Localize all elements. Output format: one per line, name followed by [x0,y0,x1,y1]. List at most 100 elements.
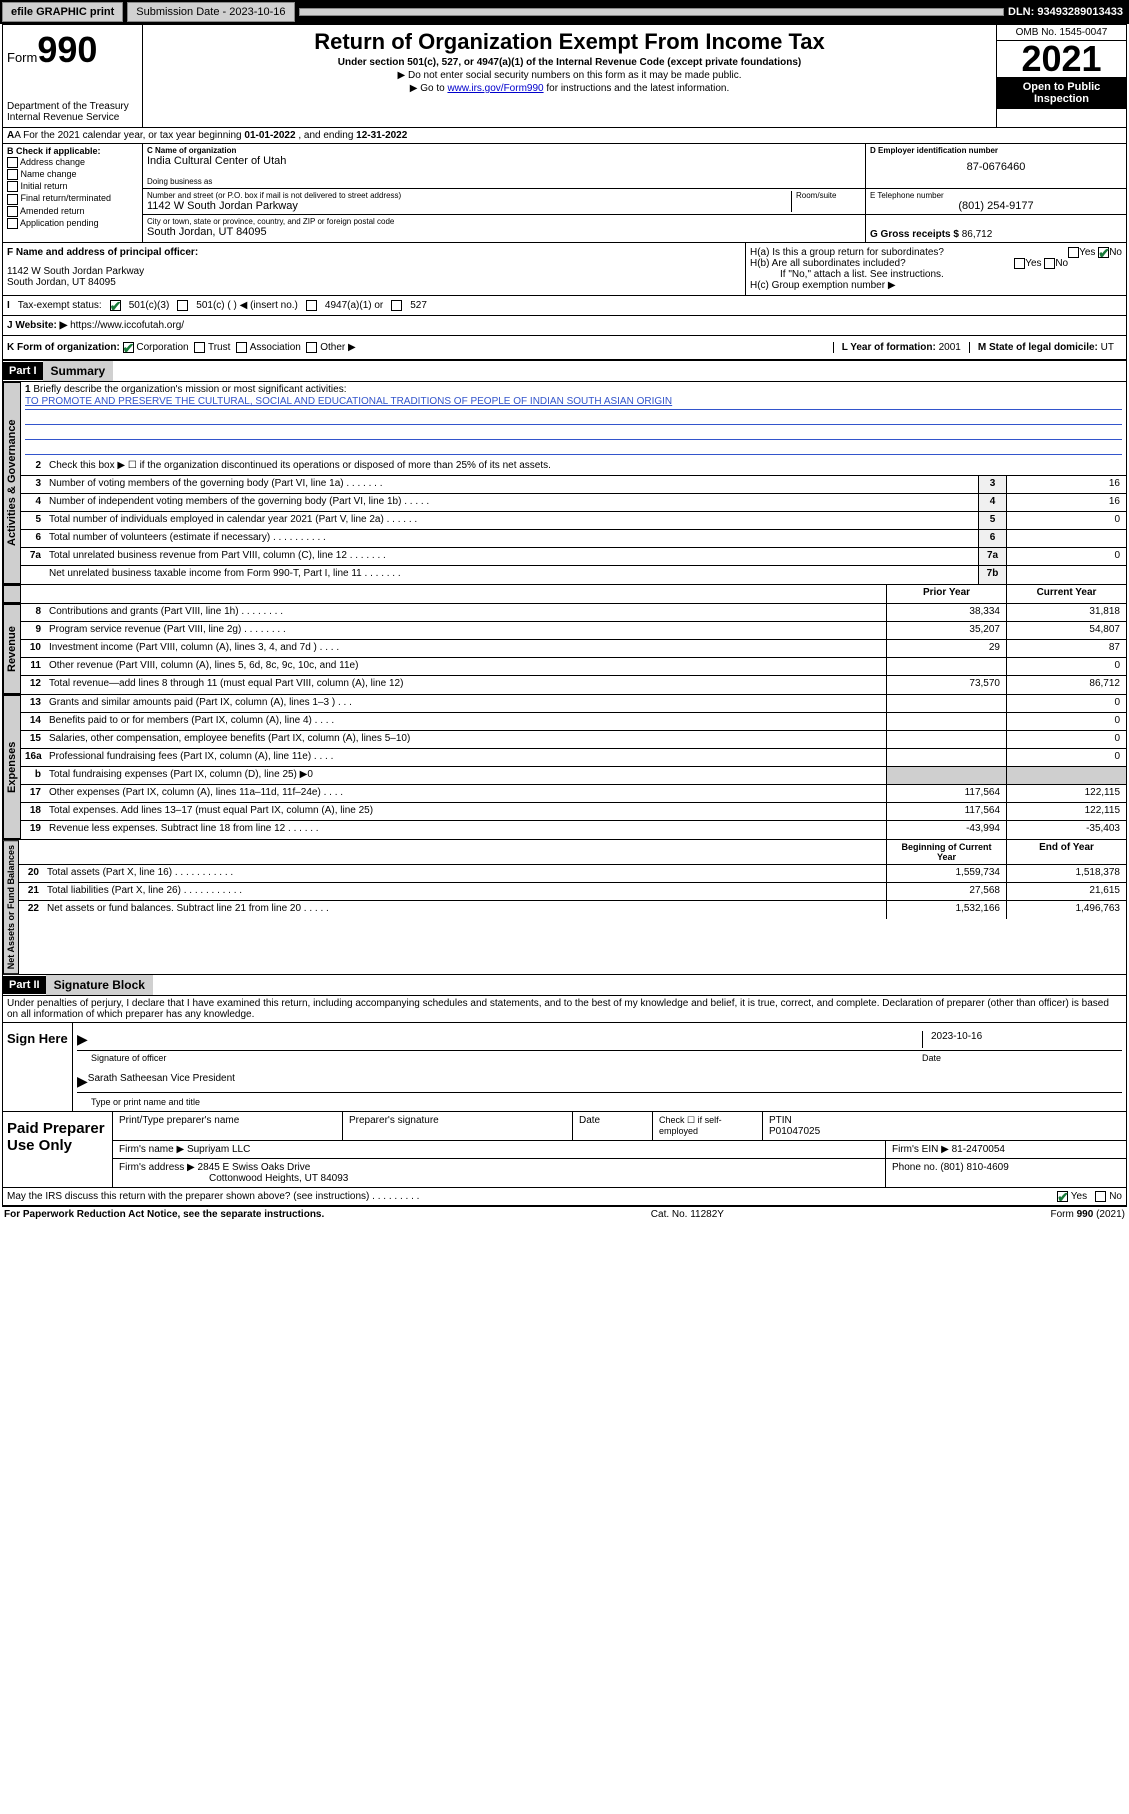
part2-header: Part II [3,976,46,994]
principal-officer-label: F Name and address of principal officer: [7,247,741,258]
check-4947[interactable] [306,300,317,311]
check-other[interactable] [306,342,317,353]
check-corporation[interactable] [123,342,134,353]
line-7b: Net unrelated business taxable income fr… [45,566,978,584]
line-8: Contributions and grants (Part VIII, lin… [45,604,886,621]
perjury-declaration: Under penalties of perjury, I declare th… [3,996,1126,1023]
curr-22: 1,496,763 [1006,901,1126,919]
line-19: Revenue less expenses. Subtract line 18 … [45,821,886,839]
org-name: India Cultural Center of Utah [147,155,861,167]
dln: DLN: 93493289013433 [1008,6,1127,18]
officer-addr2: South Jordan, UT 84095 [7,277,741,288]
part1-title: Summary [43,361,114,381]
hb-subordinates: H(b) Are all subordinates included? Yes … [750,258,1122,269]
tab-expenses: Expenses [3,695,21,839]
check-trust[interactable] [194,342,205,353]
check-final-return[interactable]: Final return/terminated [7,193,138,204]
hc-exemption: H(c) Group exemption number ▶ [750,280,1122,291]
discuss-no[interactable] [1095,1191,1106,1202]
prior-8: 38,334 [886,604,1006,621]
check-501c3[interactable] [110,300,121,311]
discuss-yes[interactable] [1057,1191,1068,1202]
sign-date: 2023-10-16 [922,1031,1122,1048]
officer-name: Sarath Satheesan Vice President [88,1073,235,1090]
val-7b [1006,566,1126,584]
curr-19: -35,403 [1006,821,1126,839]
line-18: Total expenses. Add lines 13–17 (must eq… [45,803,886,820]
tab-net-assets: Net Assets or Fund Balances [3,840,19,974]
tab-activities-governance: Activities & Governance [3,382,21,584]
spacer [299,8,1005,16]
type-name-label: Type or print name and title [77,1097,1122,1107]
officer-addr1: 1142 W South Jordan Parkway [7,266,741,277]
curr-21: 21,615 [1006,883,1126,900]
phone-value: (801) 254-9177 [870,200,1122,212]
self-employed-check[interactable]: Check ☐ if self-employed [653,1112,763,1140]
curr-9: 54,807 [1006,622,1126,639]
mission-q: Briefly describe the organization's miss… [33,384,346,395]
col-b-label: B Check if applicable: [7,146,138,156]
submission-date: Submission Date - 2023-10-16 [127,2,294,22]
check-501c[interactable] [177,300,188,311]
curr-13: 0 [1006,695,1126,712]
line-10: Investment income (Part VIII, column (A)… [45,640,886,657]
check-application-pending[interactable]: Application pending [7,218,138,229]
col-prior-year: Prior Year [886,585,1006,603]
line-15: Salaries, other compensation, employee b… [45,731,886,748]
form-subtitle: Under section 501(c), 527, or 4947(a)(1)… [147,57,992,68]
col-begin-year: Beginning of Current Year [886,840,1006,864]
curr-20: 1,518,378 [1006,865,1126,882]
tab-revenue: Revenue [3,604,21,694]
curr-10: 87 [1006,640,1126,657]
firm-name: Supriyam LLC [187,1144,250,1155]
dba-label: Doing business as [147,177,861,186]
prior-10: 29 [886,640,1006,657]
hb-note: If "No," attach a list. See instructions… [750,269,1122,280]
prep-name-hdr: Print/Type preparer's name [113,1112,343,1140]
curr-b [1006,767,1126,784]
date-label: Date [922,1053,1122,1063]
irs-link[interactable]: www.irs.gov/Form990 [447,83,543,94]
ein-label: D Employer identification number [870,146,1122,155]
state-domicile: UT [1101,342,1114,353]
check-initial-return[interactable]: Initial return [7,181,138,192]
check-association[interactable] [236,342,247,353]
prior-16a [886,749,1006,766]
line-b: Total fundraising expenses (Part IX, col… [45,767,886,784]
curr-8: 31,818 [1006,604,1126,621]
row-a-tax-year: AA For the 2021 calendar year, or tax ye… [3,128,1126,144]
line-17: Other expenses (Part IX, column (A), lin… [45,785,886,802]
prior-b [886,767,1006,784]
prep-sig-hdr: Preparer's signature [343,1112,573,1140]
sig-officer-label: Signature of officer [77,1053,922,1063]
prior-12: 73,570 [886,676,1006,694]
room-label: Room/suite [796,191,861,200]
line-16a: Professional fundraising fees (Part IX, … [45,749,886,766]
curr-15: 0 [1006,731,1126,748]
efile-print-button[interactable]: efile GRAPHIC print [2,2,123,22]
check-address-change[interactable]: Address change [7,157,138,168]
curr-14: 0 [1006,713,1126,730]
curr-18: 122,115 [1006,803,1126,820]
col-end-year: End of Year [1006,840,1126,864]
check-amended-return[interactable]: Amended return [7,206,138,217]
ein-value: 87-0676460 [870,161,1122,173]
discuss-question: May the IRS discuss this return with the… [7,1191,419,1202]
line-14: Benefits paid to or for members (Part IX… [45,713,886,730]
val-7a: 0 [1006,548,1126,565]
check-527[interactable] [391,300,402,311]
line-7a: Total unrelated business revenue from Pa… [45,548,978,565]
firm-addr1: 2845 E Swiss Oaks Drive [198,1162,311,1173]
val-5: 0 [1006,512,1126,529]
prior-11 [886,658,1006,675]
prior-13 [886,695,1006,712]
goto-note: ▶ Go to www.irs.gov/Form990 for instruct… [147,83,992,94]
check-name-change[interactable]: Name change [7,169,138,180]
gross-receipts-label: G Gross receipts $ [870,229,959,240]
prior-22: 1,532,166 [886,901,1006,919]
open-public: Open to Public Inspection [997,77,1126,109]
col-current-year: Current Year [1006,585,1126,603]
firm-phone: (801) 810-4609 [940,1162,1008,1173]
line-9: Program service revenue (Part VIII, line… [45,622,886,639]
firm-ein: 81-2470054 [952,1144,1005,1155]
